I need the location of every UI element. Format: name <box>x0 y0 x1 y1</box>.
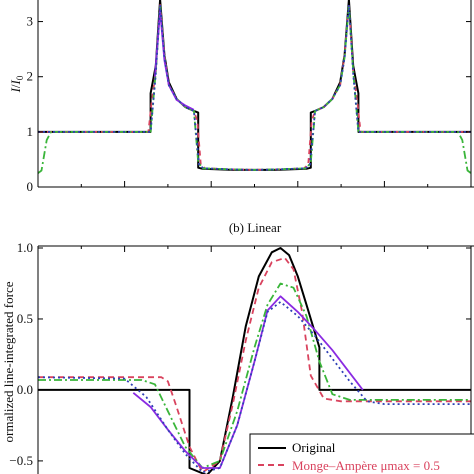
top-series-line-2 <box>38 4 472 174</box>
legend-box <box>249 433 474 474</box>
bottom-y-axis-label: ormalized line-integrated force <box>1 281 16 442</box>
top-series-group <box>38 0 472 174</box>
bottom-y-ticks: −0.5 0.0 0.5 1.0 <box>9 240 471 468</box>
legend-label-original: Original <box>292 440 336 455</box>
top-series-line-0 <box>38 0 471 171</box>
top-y-label-main-2: I <box>8 79 23 85</box>
bottom-series-group <box>38 247 471 474</box>
legend-label-monge: Monge–Ampère μmax = 0.5 <box>292 458 440 473</box>
bottom-panel-title: (b) Linear <box>229 220 282 235</box>
top-y-tick-label: 3 <box>27 14 34 29</box>
top-y-tick-label: 2 <box>27 69 34 84</box>
bottom-y-tick-label: 1.0 <box>17 240 33 255</box>
top-y-label-sub: 0 <box>15 75 25 80</box>
top-series-line-4 <box>38 4 471 171</box>
bottom-series-line-3 <box>132 295 364 469</box>
top-y-label-slash: / <box>8 84 23 88</box>
bottom-panel: −0.5 0.0 0.5 1.0 ormalized line-integrated … <box>1 240 474 474</box>
top-y-tick-label: 0 <box>27 179 34 194</box>
bottom-y-tick-label: 0.5 <box>17 311 33 326</box>
top-x-ticks <box>37 181 472 187</box>
top-y-axis-label: I/I0 <box>8 75 25 93</box>
bottom-series-line-0 <box>38 247 471 474</box>
bottom-y-tick-label: −0.5 <box>9 453 33 468</box>
legend: Original Monge–Ampère μmax = 0.5 <box>249 433 474 474</box>
top-y-tick-label: 1 <box>27 124 34 139</box>
bottom-series-line-1 <box>38 256 471 474</box>
top-y-label-main: I <box>8 87 23 93</box>
top-series-line-1 <box>38 4 471 171</box>
bottom-x-ticks <box>37 246 472 252</box>
bottom-y-tick-label: 0.0 <box>17 382 33 397</box>
top-y-ticks: 0 1 2 3 <box>27 14 471 194</box>
